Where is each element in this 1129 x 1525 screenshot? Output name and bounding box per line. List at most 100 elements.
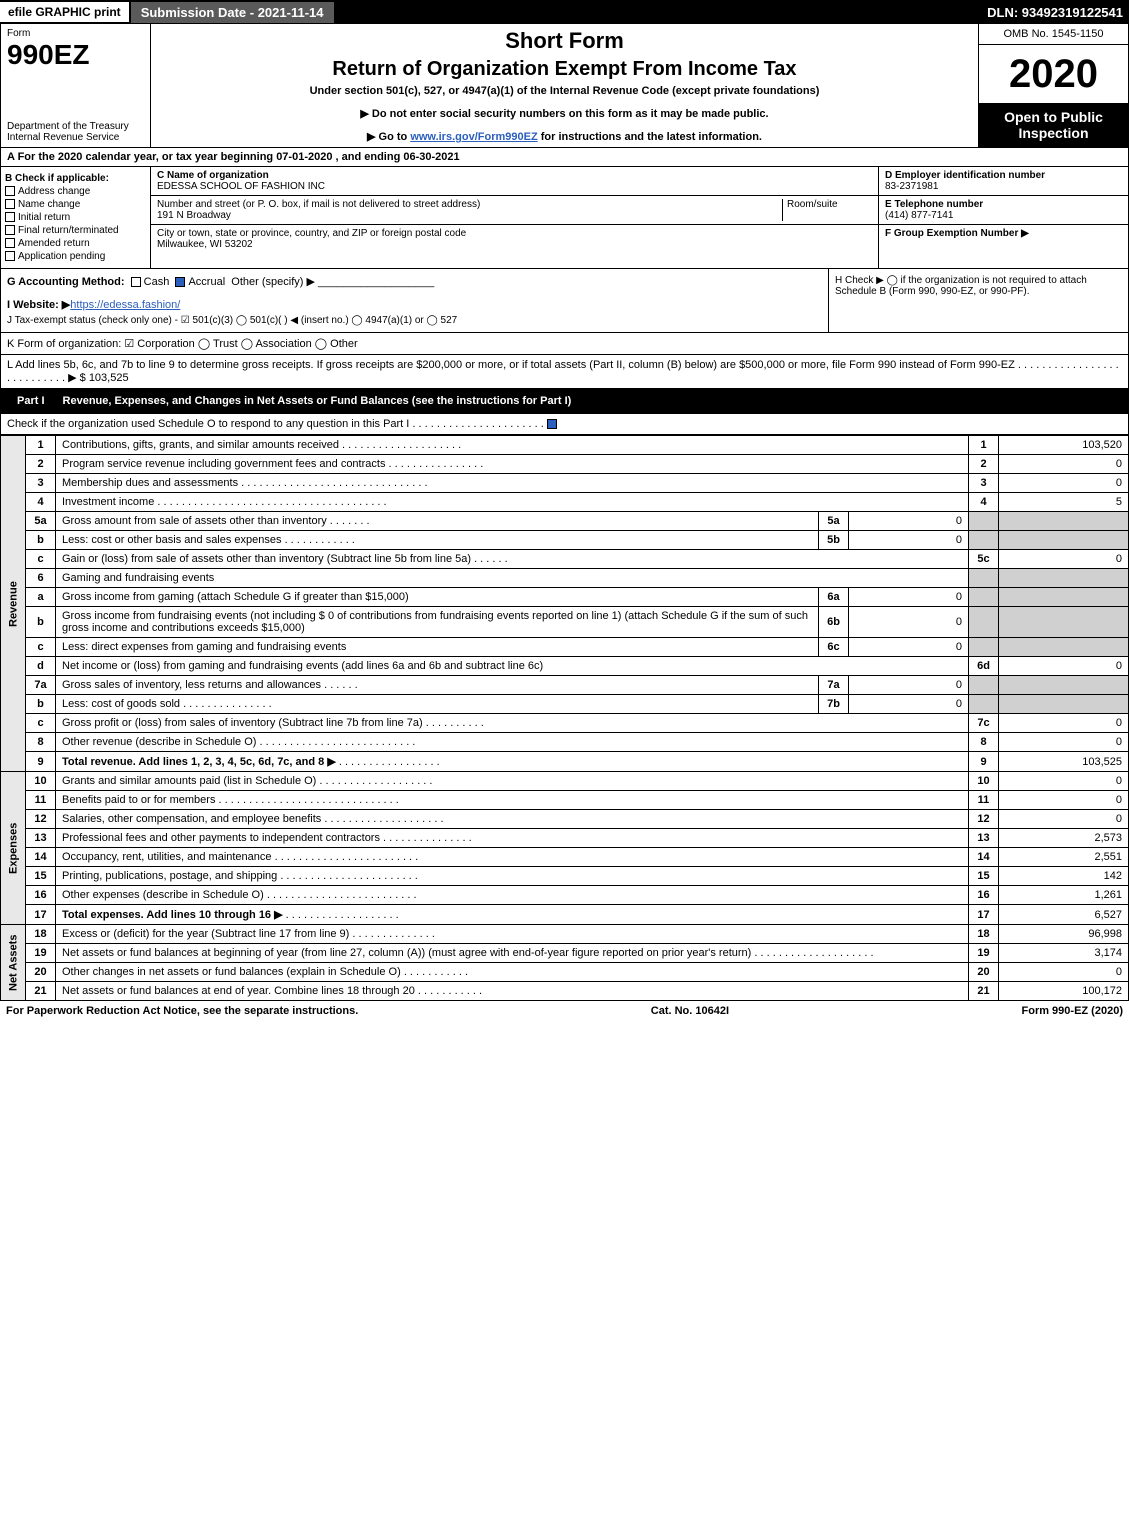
- line-6a-shade: [969, 588, 999, 607]
- line-6d-desc: Net income or (loss) from gaming and fun…: [56, 657, 969, 676]
- line-20-ln: 20: [969, 963, 999, 982]
- row-a-tax-year: A For the 2020 calendar year, or tax yea…: [0, 148, 1129, 167]
- line-6a-sv: 0: [849, 588, 969, 607]
- tel-label: E Telephone number: [885, 199, 983, 210]
- chk-name-change[interactable]: [5, 199, 15, 209]
- line-7a-sn: 7a: [819, 676, 849, 695]
- line-7b-sv: 0: [849, 695, 969, 714]
- line-7b-shade: [969, 695, 999, 714]
- line-6b-num: b: [26, 607, 56, 638]
- line-9-desc: Total revenue. Add lines 1, 2, 3, 4, 5c,…: [62, 756, 336, 768]
- line-18-desc: Excess or (deficit) for the year (Subtra…: [62, 928, 349, 940]
- under-section: Under section 501(c), 527, or 4947(a)(1)…: [157, 85, 972, 97]
- line-6b-desc: Gross income from fundraising events (no…: [56, 607, 819, 638]
- ein: 83-2371981: [885, 181, 938, 192]
- column-d-e-f: D Employer identification number 83-2371…: [878, 167, 1128, 268]
- line-19-amt: 3,174: [999, 944, 1129, 963]
- header-middle: Short Form Return of Organization Exempt…: [151, 24, 978, 147]
- application-pending: Application pending: [18, 251, 105, 262]
- line-7b-num: b: [26, 695, 56, 714]
- line-14-ln: 14: [969, 848, 999, 867]
- final-return: Final return/terminated: [18, 225, 119, 236]
- dln: DLN: 93492319122541: [987, 5, 1129, 20]
- line-5a-desc: Gross amount from sale of assets other t…: [62, 515, 327, 527]
- open-public-inspection: Open to Public Inspection: [979, 103, 1128, 147]
- line-14-num: 14: [26, 848, 56, 867]
- line-7c-ln: 7c: [969, 714, 999, 733]
- line-1-amt: 103,520: [999, 436, 1129, 455]
- street-label: Number and street (or P. O. box, if mail…: [157, 199, 782, 210]
- top-bar: efile GRAPHIC print Submission Date - 20…: [0, 0, 1129, 24]
- header-left: Form 990EZ Department of the Treasury In…: [1, 24, 151, 147]
- line-6b-shade: [969, 607, 999, 638]
- chk-final-return[interactable]: [5, 225, 15, 235]
- page-footer: For Paperwork Reduction Act Notice, see …: [0, 1001, 1129, 1021]
- line-2-desc: Program service revenue including govern…: [62, 458, 385, 470]
- line-21-desc: Net assets or fund balances at end of ye…: [62, 985, 415, 997]
- b-label: B Check if applicable:: [5, 173, 109, 184]
- line-12-amt: 0: [999, 810, 1129, 829]
- line-5c-ln: 5c: [969, 550, 999, 569]
- goto-notice: ▶ Go to www.irs.gov/Form990EZ for instru…: [157, 130, 972, 143]
- chk-app-pending[interactable]: [5, 251, 15, 261]
- line-12-desc: Salaries, other compensation, and employ…: [62, 813, 321, 825]
- column-c-org: C Name of organization EDESSA SCHOOL OF …: [151, 167, 878, 268]
- footer-mid: Cat. No. 10642I: [651, 1005, 729, 1017]
- chk-schedule-o[interactable]: [547, 419, 557, 429]
- chk-accrual[interactable]: [175, 277, 185, 287]
- accounting-method-label: G Accounting Method:: [7, 276, 125, 288]
- goto-post: for instructions and the latest informat…: [538, 131, 762, 143]
- accrual-label: Accrual: [188, 276, 225, 288]
- efile-label[interactable]: efile GRAPHIC print: [0, 2, 129, 22]
- line-5b-sn: 5b: [819, 531, 849, 550]
- chk-address-change[interactable]: [5, 186, 15, 196]
- line-16-num: 16: [26, 886, 56, 905]
- line-1-ln: 1: [969, 436, 999, 455]
- revenue-label: Revenue: [1, 436, 26, 772]
- chk-initial-return[interactable]: [5, 212, 15, 222]
- form-link[interactable]: www.irs.gov/Form990EZ: [410, 131, 537, 143]
- line-17-ln: 17: [969, 905, 999, 925]
- dept-treasury: Department of the Treasury: [7, 121, 144, 132]
- line-7a-desc: Gross sales of inventory, less returns a…: [62, 679, 321, 691]
- line-18-amt: 96,998: [999, 925, 1129, 944]
- line-7c-desc: Gross profit or (loss) from sales of inv…: [62, 717, 423, 729]
- ssn-notice: ▶ Do not enter social security numbers o…: [157, 107, 972, 120]
- line-1-desc: Contributions, gifts, grants, and simila…: [62, 439, 339, 451]
- line-5a-num: 5a: [26, 512, 56, 531]
- line-6-desc: Gaming and fundraising events: [56, 569, 969, 588]
- line-10-ln: 10: [969, 772, 999, 791]
- line-8-num: 8: [26, 733, 56, 752]
- room-suite-label: Room/suite: [782, 199, 872, 221]
- line-6c-sv: 0: [849, 638, 969, 657]
- header-right: OMB No. 1545-1150 2020 Open to Public In…: [978, 24, 1128, 147]
- line-5b-sv: 0: [849, 531, 969, 550]
- row-g-h: G Accounting Method: Cash Accrual Other …: [0, 269, 1129, 333]
- telephone: (414) 877-7141: [885, 210, 953, 221]
- line-13-num: 13: [26, 829, 56, 848]
- line-6c-amt-shade: [999, 638, 1129, 657]
- line-12-num: 12: [26, 810, 56, 829]
- form-header: Form 990EZ Department of the Treasury In…: [0, 24, 1129, 148]
- line-6b-amt-shade: [999, 607, 1129, 638]
- entity-block: B Check if applicable: Address change Na…: [0, 167, 1129, 269]
- column-h: H Check ▶ ◯ if the organization is not r…: [828, 269, 1128, 332]
- line-18-num: 18: [26, 925, 56, 944]
- line-11-amt: 0: [999, 791, 1129, 810]
- city-state-zip: Milwaukee, WI 53202: [157, 239, 466, 250]
- part-1-table: Revenue 1 Contributions, gifts, grants, …: [0, 435, 1129, 1001]
- chk-amended-return[interactable]: [5, 238, 15, 248]
- line-15-amt: 142: [999, 867, 1129, 886]
- c-name-label: C Name of organization: [157, 170, 269, 181]
- line-11-ln: 11: [969, 791, 999, 810]
- line-15-desc: Printing, publications, postage, and shi…: [62, 870, 277, 882]
- line-3-ln: 3: [969, 474, 999, 493]
- line-5b-desc: Less: cost or other basis and sales expe…: [62, 534, 282, 546]
- chk-cash[interactable]: [131, 277, 141, 287]
- line-5b-amt-shade: [999, 531, 1129, 550]
- line-5a-shade: [969, 512, 999, 531]
- group-exemption-label: F Group Exemption Number ▶: [885, 228, 1029, 239]
- line-6-amt-shade: [999, 569, 1129, 588]
- short-form-title: Short Form: [157, 28, 972, 54]
- website-link[interactable]: https://edessa.fashion/: [70, 299, 180, 311]
